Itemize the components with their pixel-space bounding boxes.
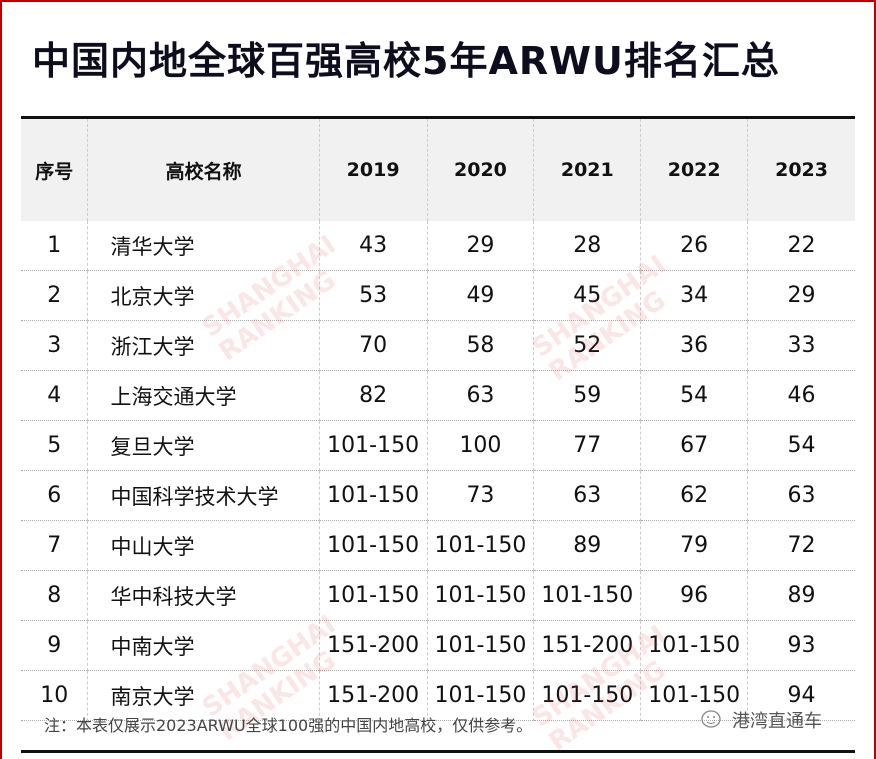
rank-cell: 1 [21, 221, 88, 271]
table-row: 8 华中科技大学 101-150 101-150 101-150 96 89 [21, 570, 855, 621]
table-row: 5 复旦大学 101-150 100 77 67 54 [21, 420, 855, 471]
year-rank-cell: 28 [533, 221, 641, 271]
rank-cell: 2 [21, 270, 88, 321]
university-name-cell: 南京大学 [87, 670, 320, 721]
year-rank-cell: 89 [533, 520, 641, 571]
year-rank-cell: 70 [318, 320, 428, 371]
university-name-cell: 上海交通大学 [87, 370, 320, 421]
table-row: 3 浙江大学 70 58 52 36 33 [21, 320, 855, 371]
year-rank-cell: 52 [533, 320, 641, 371]
rank-cell: 6 [21, 470, 88, 521]
column-header: 2022 [640, 117, 748, 221]
year-rank-cell: 101-150 [318, 420, 428, 471]
rank-cell: 7 [21, 520, 88, 571]
year-rank-cell: 33 [747, 320, 855, 371]
year-rank-cell: 151-200 [533, 620, 641, 671]
year-rank-cell: 82 [318, 370, 428, 421]
year-rank-cell: 58 [426, 320, 534, 371]
table-row: 6 中国科学技术大学 101-150 73 63 62 63 [21, 470, 855, 521]
rank-cell: 4 [21, 370, 88, 421]
year-rank-cell: 151-200 [318, 670, 428, 721]
column-header: 序号 [21, 117, 88, 221]
year-rank-cell: 59 [533, 370, 641, 421]
table-row: 7 中山大学 101-150 101-150 89 79 72 [21, 520, 855, 571]
rank-cell: 5 [21, 420, 88, 471]
footnote: 注：本表仅展示2023ARWU全球100强的中国内地高校，仅供参考。 [44, 716, 533, 735]
year-rank-cell: 34 [640, 270, 748, 321]
table-row: 9 中南大学 151-200 101-150 151-200 101-150 93 [21, 620, 855, 671]
year-rank-cell: 36 [640, 320, 748, 371]
university-name-cell: 复旦大学 [87, 420, 320, 471]
university-name-cell: 中国科学技术大学 [87, 470, 320, 521]
ranking-table: 序号 高校名称 2019 2020 2021 2022 2023 1 清华大学 43 29 28 26… [21, 116, 855, 721]
column-header: 高校名称 [87, 117, 320, 221]
year-rank-cell: 54 [640, 370, 748, 421]
year-rank-cell: 101-150 [426, 670, 534, 721]
table-header-row: 序号 高校名称 2019 2020 2021 2022 2023 [21, 117, 855, 221]
year-rank-cell: 79 [640, 520, 748, 571]
year-rank-cell: 62 [640, 470, 748, 521]
university-name-cell: 浙江大学 [87, 320, 320, 371]
year-rank-cell: 101-150 [426, 520, 534, 571]
year-rank-cell: 93 [747, 620, 855, 671]
table-row: 2 北京大学 53 49 45 34 29 [21, 270, 855, 321]
year-rank-cell: 101-150 [426, 620, 534, 671]
year-rank-cell: 101-150 [426, 570, 534, 621]
year-rank-cell: 49 [426, 270, 534, 321]
year-rank-cell: 101-150 [533, 570, 641, 621]
year-rank-cell: 101-150 [640, 620, 748, 671]
year-rank-cell: 46 [747, 370, 855, 421]
rank-cell: 8 [21, 570, 88, 621]
year-rank-cell: 101-150 [318, 520, 428, 571]
university-name-cell: 华中科技大学 [87, 570, 320, 621]
university-name-cell: 北京大学 [87, 270, 320, 321]
table-row: 1 清华大学 43 29 28 26 22 [21, 221, 855, 271]
table-row: 4 上海交通大学 82 63 59 54 46 [21, 370, 855, 421]
year-rank-cell: 89 [747, 570, 855, 621]
year-rank-cell: 73 [426, 470, 534, 521]
year-rank-cell: 63 [426, 370, 534, 421]
rank-cell: 9 [21, 620, 88, 671]
year-rank-cell: 101-150 [318, 570, 428, 621]
year-rank-cell: 101-150 [318, 470, 428, 521]
year-rank-cell: 45 [533, 270, 641, 321]
university-name-cell: 清华大学 [87, 221, 320, 271]
page-title: 中国内地全球百强高校5年ARWU排名汇总 [32, 39, 780, 83]
year-rank-cell: 63 [533, 470, 641, 521]
brand-label: 港湾直通车 [700, 707, 822, 733]
column-header: 2020 [426, 117, 534, 221]
year-rank-cell: 54 [747, 420, 855, 471]
university-name-cell: 中山大学 [87, 520, 320, 571]
year-rank-cell: 72 [747, 520, 855, 571]
year-rank-cell: 101-150 [533, 670, 641, 721]
year-rank-cell: 151-200 [318, 620, 428, 671]
year-rank-cell: 43 [318, 221, 428, 271]
brand-name: 港湾直通车 [732, 711, 822, 732]
year-rank-cell: 26 [640, 221, 748, 271]
column-header: 2019 [318, 117, 428, 221]
year-rank-cell: 77 [533, 420, 641, 471]
bottom-divider [21, 750, 855, 753]
university-name-cell: 中南大学 [87, 620, 320, 671]
table-row: 10 南京大学 151-200 101-150 101-150 101-150 94 [21, 670, 855, 721]
year-rank-cell: 63 [747, 470, 855, 521]
year-rank-cell: 96 [640, 570, 748, 621]
wechat-icon [701, 710, 721, 728]
year-rank-cell: 29 [747, 270, 855, 321]
year-rank-cell: 101-150 [640, 670, 748, 721]
rank-cell: 3 [21, 320, 88, 371]
year-rank-cell: 29 [426, 221, 534, 271]
year-rank-cell: 94 [747, 670, 855, 721]
column-header: 2023 [747, 117, 855, 221]
rank-cell: 10 [21, 670, 88, 721]
column-header: 2021 [533, 117, 641, 221]
year-rank-cell: 22 [747, 221, 855, 271]
year-rank-cell: 53 [318, 270, 428, 321]
year-rank-cell: 100 [426, 420, 534, 471]
year-rank-cell: 67 [640, 420, 748, 471]
